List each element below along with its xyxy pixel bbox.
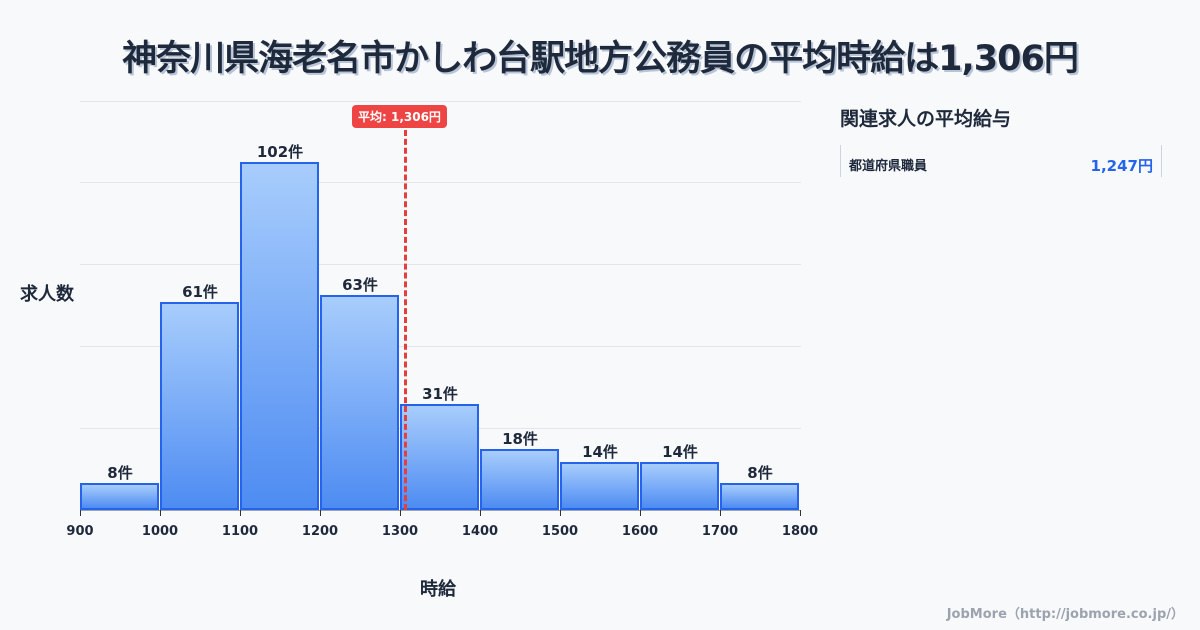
x-tick (160, 510, 161, 516)
x-tick (240, 510, 241, 516)
gridline (80, 264, 801, 265)
x-axis-label: 時給 (420, 579, 456, 600)
bar-value-label: 61件 (182, 283, 218, 302)
x-tick-label: 1700 (701, 524, 739, 539)
x-tick-label: 1000 (141, 524, 179, 539)
x-tick (320, 510, 321, 516)
x-tick-label: 1200 (301, 524, 339, 539)
y-axis-label: 求人数 (20, 284, 74, 305)
histogram-bar (400, 404, 479, 510)
bar-value-label: 8件 (747, 463, 773, 482)
histogram-chart: 8件 61件 102件 63件 31件 18件 14件 14件 8件 900 1000 1100 12… (20, 101, 818, 600)
x-axis-line (80, 510, 800, 511)
x-tick-label: 1400 (461, 524, 499, 539)
average-line (404, 130, 407, 510)
histogram-bar (720, 482, 799, 510)
bar-value-label: 14件 (582, 443, 618, 462)
x-tick (80, 510, 81, 516)
related-item-name: 都道府県職員 (849, 159, 928, 174)
x-tick-label: 900 (66, 524, 94, 539)
related-item-value: 1,247円 (1090, 157, 1153, 175)
bar-value-label: 18件 (502, 429, 538, 448)
x-tick-label: 1500 (541, 524, 579, 539)
gridline (80, 101, 801, 102)
x-tick-label: 1600 (621, 524, 659, 539)
page-title: 神奈川県海老名市かしわ台駅地方公務員の平均時給は1,306円 (122, 39, 1079, 79)
histogram-bar (320, 295, 399, 510)
gridline (80, 346, 801, 347)
x-tick (560, 510, 561, 516)
bar-value-label: 14件 (662, 443, 698, 462)
x-tick (480, 510, 481, 516)
histogram-bar (160, 302, 239, 510)
x-tick-label: 1300 (381, 524, 419, 539)
bar-value-label: 8件 (107, 463, 133, 482)
average-badge: 平均: 1,306円 (352, 105, 447, 128)
histogram-bar (640, 462, 719, 510)
footer-credit: JobMore（http://jobmore.co.jp/） (946, 607, 1184, 622)
histogram-bar (80, 482, 159, 510)
x-tick (720, 510, 721, 516)
bar-value-label: 102件 (256, 143, 304, 162)
x-tick (640, 510, 641, 516)
histogram-bar (240, 162, 319, 510)
histogram-bar (560, 462, 639, 510)
x-tick (800, 510, 801, 516)
x-tick-label: 1800 (781, 524, 819, 539)
gridline (80, 182, 801, 183)
x-tick (400, 510, 401, 516)
bar-value-label: 31件 (422, 385, 458, 404)
related-title: 関連求人の平均給与 (840, 108, 1012, 130)
histogram-bar (480, 448, 559, 510)
bar-value-label: 63件 (342, 276, 378, 295)
x-tick-label: 1100 (221, 524, 259, 539)
related-item: 都道府県職員 1,247円 (840, 145, 1162, 177)
